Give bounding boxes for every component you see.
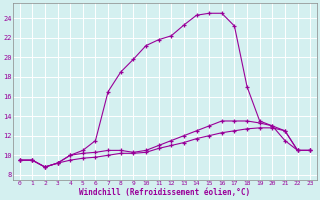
X-axis label: Windchill (Refroidissement éolien,°C): Windchill (Refroidissement éolien,°C) — [79, 188, 251, 197]
